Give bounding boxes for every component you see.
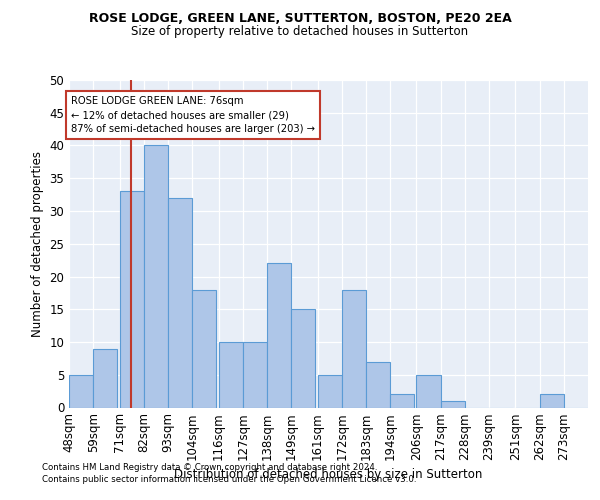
Bar [440,401,465,407]
Bar [291,309,316,408]
Bar [341,290,366,408]
Bar [539,394,564,407]
Bar [144,146,168,408]
Bar [192,290,217,408]
Bar [317,375,341,408]
Text: ROSE LODGE, GREEN LANE, SUTTERTON, BOSTON, PE20 2EA: ROSE LODGE, GREEN LANE, SUTTERTON, BOSTO… [89,12,511,26]
Bar [168,198,192,408]
Bar [267,264,291,408]
Text: Contains HM Land Registry data © Crown copyright and database right 2024.: Contains HM Land Registry data © Crown c… [42,462,377,471]
Bar [218,342,243,407]
Bar [366,362,390,408]
Bar [69,375,93,408]
Text: Size of property relative to detached houses in Sutterton: Size of property relative to detached ho… [131,25,469,38]
Y-axis label: Number of detached properties: Number of detached properties [31,151,44,337]
Bar [243,342,267,407]
Bar [390,394,414,407]
Text: Contains public sector information licensed under the Open Government Licence v3: Contains public sector information licen… [42,475,416,484]
Text: ROSE LODGE GREEN LANE: 76sqm
← 12% of detached houses are smaller (29)
87% of se: ROSE LODGE GREEN LANE: 76sqm ← 12% of de… [71,96,315,134]
X-axis label: Distribution of detached houses by size in Sutterton: Distribution of detached houses by size … [175,468,482,481]
Bar [416,375,440,408]
Bar [119,192,144,408]
Bar [93,348,118,408]
